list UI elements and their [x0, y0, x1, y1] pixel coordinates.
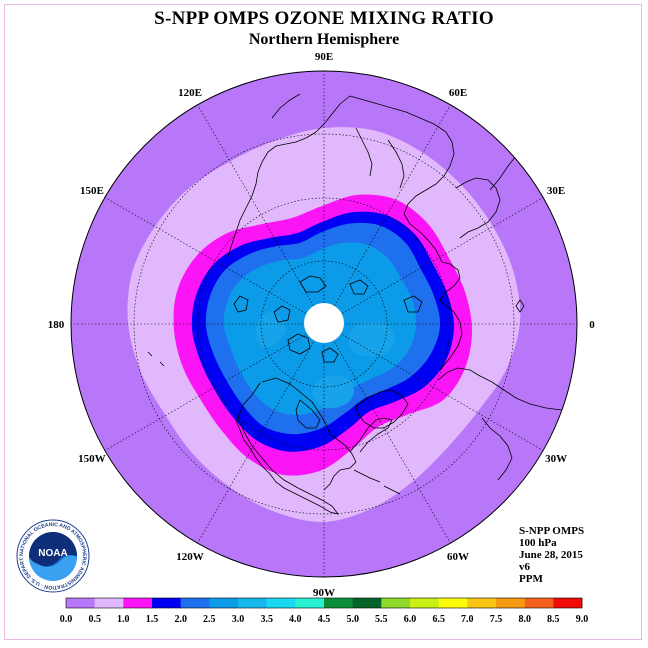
latitude-circle: [133, 133, 515, 515]
colorbar-box: [352, 598, 382, 608]
longitude-label: 30W: [545, 453, 567, 465]
colorbar-tick-label: 2.5: [203, 614, 216, 625]
colorbar-box: [524, 598, 554, 608]
info-instrument: S-NPP OMPS: [519, 525, 585, 537]
info-units: PPM: [519, 573, 543, 585]
colorbar-tick-label: 0.0: [60, 614, 73, 625]
latitude-circles: [133, 133, 515, 515]
meridian-line: [323, 197, 544, 325]
lat-lon-grid: [71, 71, 577, 577]
colorbar-tick-label: 5.0: [346, 614, 359, 625]
colorbar-outline: [65, 597, 583, 609]
meridian-line: [104, 323, 325, 451]
logo-wordmark: NOAA: [38, 548, 67, 559]
longitude-label: 180: [48, 319, 65, 331]
longitude-label: 150E: [80, 185, 104, 197]
colorbar-box: [496, 598, 525, 608]
colorbar-tick-label: 4.5: [318, 614, 331, 625]
colorbar-box: [209, 598, 239, 608]
noaa-logo: NATIONAL OCEANIC AND ATMOSPHERIC ADMINIS…: [16, 519, 90, 593]
colorbar-tick-label: 0.5: [88, 614, 101, 625]
colorbar-tick-label: 5.5: [375, 614, 388, 625]
longitude-label: 30E: [547, 185, 565, 197]
colorbar-tick-label: 9.0: [576, 614, 589, 625]
colorbar-tick-label: 2.0: [174, 614, 187, 625]
latitude-circle: [197, 197, 451, 451]
colorbar-tick-label: 1.0: [117, 614, 130, 625]
colorbar-labels: 0.0 0.5 1.0 1.5 2.0 2.5 3.0 3.5 4.0 4.5 5.0 5.5 6.0 6…: [60, 614, 589, 625]
info-date: June 28, 2015: [519, 549, 583, 561]
map-disk: [71, 71, 577, 577]
colorbar-box: [381, 598, 411, 608]
colorbar-boxes: [65, 597, 583, 609]
longitude-label: 60W: [447, 551, 469, 563]
colorbar-box: [152, 598, 181, 608]
longitude-label: 150W: [78, 453, 106, 465]
ozone-patch-2.5-3.0: [312, 375, 355, 409]
colorbar-tick-label: 8.5: [547, 614, 560, 625]
longitude-label: 120W: [176, 551, 204, 563]
colorbar-tick-label: 7.5: [490, 614, 503, 625]
meridian-line: [323, 104, 451, 325]
colorbar-box: [410, 598, 439, 608]
info-level: 100 hPa: [519, 537, 557, 549]
colorbar-box: [553, 598, 583, 608]
logo-bird-shape: [29, 532, 77, 567]
pole-no-data-region: [304, 303, 344, 343]
colorbar-tick-label: 4.0: [289, 614, 302, 625]
info-version: v6: [519, 561, 530, 573]
meridian-line: [197, 323, 325, 544]
colorbar-tick-label: 6.5: [432, 614, 445, 625]
longitude-label: 120E: [178, 87, 202, 99]
colorbar-tick-label: 7.0: [461, 614, 474, 625]
longitude-label: 60E: [449, 87, 467, 99]
meridian-line: [104, 197, 325, 325]
colorbar-tick-label: 3.5: [260, 614, 273, 625]
longitude-label: 90W: [313, 587, 335, 599]
colorbar-box: [266, 598, 296, 608]
figure-frame: [4, 4, 642, 640]
longitude-label: 0: [589, 319, 595, 331]
colorbar-tick-label: 8.0: [518, 614, 531, 625]
colorbar-box: [295, 598, 325, 608]
colorbar-box: [324, 598, 353, 608]
info-block: S-NPP OMPS 100 hPa June 28, 2015 v6 PPM: [519, 525, 584, 585]
meridian-line: [323, 323, 544, 451]
colorbar-box: [123, 598, 153, 608]
logo-wave-shape: [29, 555, 77, 581]
colorbar-box: [94, 598, 124, 608]
map-boundary: [70, 70, 578, 578]
ozone-patch-2.5-3.0: [255, 312, 287, 347]
colorbar-tick-label: 3.0: [232, 614, 245, 625]
colorbar-box: [238, 598, 267, 608]
colorbar-tick-label: 1.5: [146, 614, 159, 625]
meridian-line: [197, 104, 325, 325]
figure-subtitle: Northern Hemisphere: [248, 31, 400, 48]
longitude-label: 90E: [315, 51, 333, 63]
latitude-circle: [260, 260, 388, 388]
longitude-labels: 90E 60E 30E 0 30W 60W 90W 120W 150W 180 150E 120E: [48, 51, 596, 599]
meridian-line: [323, 323, 451, 544]
colorbar-box: [438, 598, 468, 608]
colorbar-box: [180, 598, 210, 608]
colorbar-box: [66, 598, 95, 608]
colorbar-tick-label: 6.0: [404, 614, 417, 625]
figure-title: S-NPP OMPS OZONE MIXING RATIO: [154, 8, 494, 29]
coastlines: [147, 93, 577, 515]
colorbar-box: [467, 598, 497, 608]
ozone-patch-2.5-3.0: [348, 321, 395, 357]
